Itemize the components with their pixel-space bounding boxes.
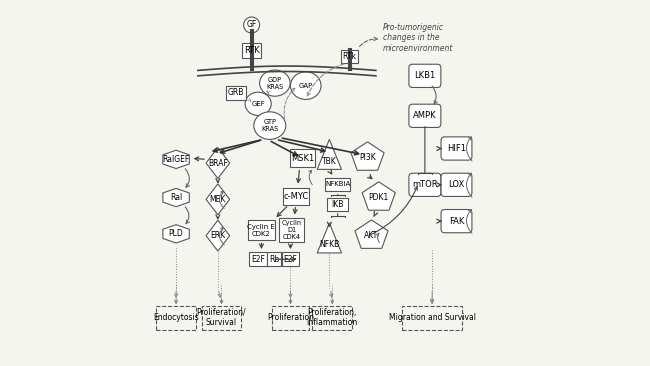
Polygon shape (317, 139, 341, 169)
Polygon shape (163, 150, 189, 169)
Text: Cyclin E
CDK2: Cyclin E CDK2 (248, 224, 276, 237)
Text: NFKB: NFKB (319, 240, 339, 249)
Polygon shape (206, 147, 229, 179)
Polygon shape (206, 184, 229, 215)
FancyBboxPatch shape (409, 64, 441, 87)
Bar (341, 50, 358, 63)
Polygon shape (163, 188, 189, 207)
Text: GAP: GAP (298, 83, 313, 89)
Text: PDK1: PDK1 (369, 193, 389, 202)
Text: AMPK: AMPK (413, 111, 437, 120)
Text: c-MYC: c-MYC (283, 192, 309, 201)
Text: GTP
KRAS: GTP KRAS (261, 119, 278, 132)
FancyBboxPatch shape (409, 104, 441, 127)
Text: PLD: PLD (169, 229, 183, 238)
Ellipse shape (259, 70, 290, 96)
Text: PI3K: PI3K (359, 153, 376, 162)
Bar (327, 198, 348, 211)
FancyBboxPatch shape (441, 137, 472, 160)
FancyBboxPatch shape (272, 306, 309, 330)
Polygon shape (163, 225, 189, 243)
Bar (290, 149, 315, 167)
Text: GRB: GRB (227, 89, 244, 97)
Ellipse shape (291, 72, 321, 100)
Text: Cyclin
D1
CDK4: Cyclin D1 CDK4 (281, 220, 302, 240)
Text: Proliferation: Proliferation (267, 313, 314, 322)
Text: LKB1: LKB1 (414, 71, 436, 81)
Text: NFKBIA: NFKBIA (325, 182, 350, 187)
Text: E2F: E2F (251, 255, 265, 264)
Ellipse shape (254, 112, 286, 139)
Text: AKT: AKT (365, 231, 378, 240)
FancyBboxPatch shape (409, 173, 441, 197)
Bar (226, 86, 246, 100)
Circle shape (244, 17, 259, 33)
Text: ERK: ERK (211, 231, 226, 240)
Text: Proliferation/
Survival: Proliferation/ Survival (197, 308, 246, 327)
Text: E2F: E2F (283, 255, 298, 264)
Text: Rb: Rb (269, 255, 280, 264)
Text: IKB: IKB (332, 200, 344, 209)
FancyBboxPatch shape (202, 306, 241, 330)
Text: Pro-tumorigenic
changes in the
microenvironment: Pro-tumorigenic changes in the microenvi… (383, 23, 454, 53)
Text: GDP
KRAS: GDP KRAS (266, 76, 283, 90)
Ellipse shape (245, 92, 271, 115)
FancyBboxPatch shape (156, 306, 196, 330)
FancyBboxPatch shape (441, 209, 472, 233)
Text: Ral: Ral (170, 193, 182, 202)
Bar (283, 188, 309, 205)
Text: FAK: FAK (448, 217, 464, 225)
Bar (279, 219, 304, 242)
Bar (267, 253, 281, 266)
Bar (249, 253, 267, 266)
Bar (282, 253, 299, 266)
Bar (248, 220, 275, 240)
Text: Endocytosis: Endocytosis (153, 313, 199, 322)
Text: MEK: MEK (210, 195, 226, 204)
Text: RTK: RTK (244, 46, 259, 55)
Text: MSK1: MSK1 (291, 154, 314, 163)
Polygon shape (362, 182, 395, 210)
FancyBboxPatch shape (441, 173, 472, 197)
Text: BRAF: BRAF (208, 158, 227, 168)
Text: Proliferation,
inflammation: Proliferation, inflammation (307, 308, 358, 327)
Polygon shape (206, 220, 229, 251)
Text: GF: GF (246, 20, 257, 30)
Text: HIF1: HIF1 (447, 144, 466, 153)
Polygon shape (355, 220, 388, 249)
Polygon shape (317, 223, 341, 253)
Text: Migration and Survival: Migration and Survival (389, 313, 476, 322)
Bar (242, 43, 261, 58)
FancyBboxPatch shape (312, 306, 352, 330)
Text: TBK: TBK (322, 157, 337, 166)
Text: GEF: GEF (252, 101, 265, 107)
Text: RalGEF: RalGEF (162, 155, 190, 164)
Text: LOX: LOX (448, 180, 465, 189)
Polygon shape (351, 142, 384, 170)
Text: RTk: RTk (343, 52, 357, 61)
Bar (326, 178, 350, 191)
FancyBboxPatch shape (402, 306, 462, 330)
Text: mTOR: mTOR (412, 180, 437, 189)
